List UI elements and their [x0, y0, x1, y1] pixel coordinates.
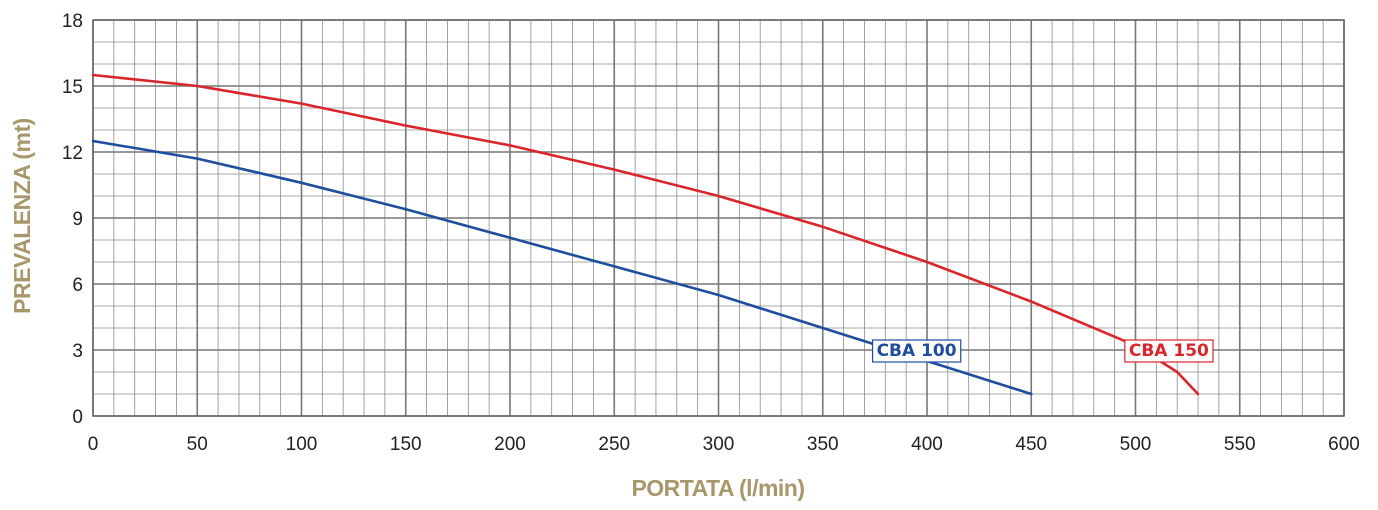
x-tick-label: 450: [1015, 434, 1047, 455]
series-label-cba-100: CBA 100: [871, 339, 962, 363]
x-tick-labels: 0 50 100 150 200 250 300 350 400 450 500 550 600: [88, 434, 1360, 455]
series-label-text: CBA 100: [877, 341, 957, 361]
x-axis-title: PORTATA (l/min): [631, 475, 804, 501]
x-tick-label: 400: [911, 434, 943, 455]
series-label-box: [871, 339, 962, 363]
y-tick-label: 6: [72, 275, 83, 296]
x-tick-label: 350: [807, 434, 839, 455]
y-tick-label: 3: [72, 341, 83, 362]
x-tick-label: 550: [1224, 434, 1256, 455]
plot-frame: [92, 19, 1345, 417]
x-tick-label: 100: [286, 434, 318, 455]
series-label-box: [1124, 339, 1214, 363]
y-tick-labels: 0 3 6 9 12 15 18: [62, 11, 83, 428]
y-tick-label: 0: [72, 407, 83, 428]
series-line-cba-150: [91, 73, 1200, 396]
series-label-cba-150: CBA 150: [1124, 339, 1214, 363]
series-label-text: CBA 150: [1129, 341, 1209, 361]
x-tick-label: 200: [494, 434, 526, 455]
series-labels: CBA 100 CBA 150: [871, 339, 1214, 363]
y-tick-label: 15: [62, 77, 83, 98]
plot-border: [92, 19, 1345, 417]
y-tick-label: 18: [62, 11, 83, 32]
x-tick-label: 500: [1120, 434, 1152, 455]
series-lines: [91, 73, 1200, 396]
x-tick-label: 150: [390, 434, 422, 455]
x-tick-label: 300: [703, 434, 735, 455]
y-axis-title: PREVALENZA (mt): [9, 118, 35, 314]
y-tick-label: 12: [62, 143, 83, 164]
x-tick-label: 0: [88, 434, 99, 455]
y-tick-label: 9: [72, 209, 83, 230]
x-tick-label: 600: [1328, 434, 1360, 455]
x-tick-label: 250: [598, 434, 630, 455]
x-tick-label: 50: [187, 434, 208, 455]
